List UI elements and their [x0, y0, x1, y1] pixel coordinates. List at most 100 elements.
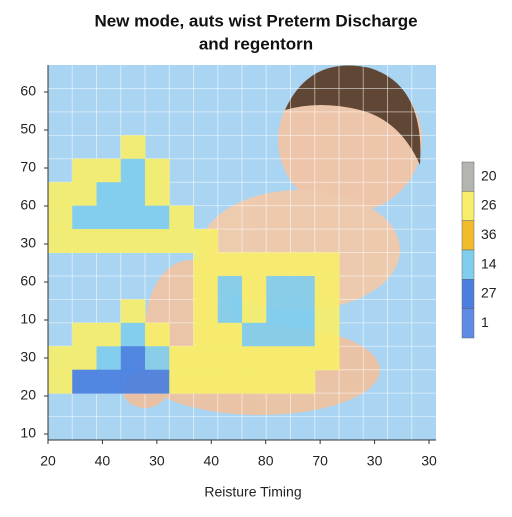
chart-title: New mode, auts wist Preterm Discharge	[94, 11, 417, 30]
x-tick-label: 40	[203, 453, 219, 469]
x-tick-label: 30	[149, 453, 165, 469]
heatmap-cell	[266, 299, 291, 324]
legend-label: 26	[481, 197, 497, 213]
legend-swatch	[461, 249, 475, 280]
legend-swatch	[461, 191, 475, 221]
heatmap-cell	[314, 252, 340, 277]
x-tick-label: 80	[258, 453, 274, 469]
heatmap-cell	[266, 252, 291, 277]
y-tick-label: 10	[20, 311, 36, 327]
heatmap-cell	[266, 369, 291, 394]
legend-label: 1	[481, 314, 489, 330]
heatmap-cell	[217, 322, 243, 347]
x-tick-label: 20	[40, 453, 56, 469]
heatmap-cell	[120, 158, 146, 183]
heatmap-cell	[96, 205, 122, 230]
heatmap-cell	[242, 346, 267, 371]
heatmap-cell	[120, 346, 146, 371]
heatmap-cell	[169, 346, 194, 371]
y-tick-label: 60	[20, 273, 36, 289]
heatmap-cell	[48, 182, 73, 207]
heatmap-cell	[242, 275, 267, 300]
heatmap-cell	[193, 275, 219, 300]
heatmap-cell	[242, 369, 267, 394]
heatmap-cell	[96, 229, 122, 253]
heatmap-cell	[145, 369, 170, 394]
heatmap-cell	[193, 346, 219, 371]
legend-swatch	[461, 220, 475, 251]
heatmap-cell	[314, 346, 340, 371]
y-tick-label: 60	[20, 197, 36, 213]
heatmap-cell	[145, 205, 170, 230]
heatmap-cell	[48, 205, 73, 230]
heatmap-cell	[169, 369, 194, 394]
heatmap-cell	[96, 158, 122, 183]
heatmap-cell	[96, 182, 122, 207]
heatmap-cell	[290, 252, 316, 277]
heatmap-cell	[290, 346, 316, 371]
heatmap-cell	[266, 346, 291, 371]
heatmap-cell	[193, 369, 219, 394]
heatmap-cell	[314, 322, 340, 347]
heatmap-cell	[72, 369, 97, 394]
legend-label: 14	[481, 255, 497, 271]
heatmap-cell	[48, 229, 73, 253]
y-tick-label: 70	[20, 159, 36, 175]
x-tick-label: 40	[95, 453, 111, 469]
heatmap-cell	[72, 322, 97, 347]
heatmap-cell	[169, 205, 194, 230]
heatmap-cell	[120, 322, 146, 347]
heatmap-cell	[217, 299, 243, 324]
heatmap-cell	[145, 158, 170, 183]
heatmap-cell	[120, 205, 146, 230]
y-tick-label: 10	[20, 425, 36, 441]
heatmap-cell	[72, 205, 97, 230]
heatmap-cell	[193, 252, 219, 277]
x-tick-label: 70	[312, 453, 328, 469]
heatmap-cell	[314, 299, 340, 324]
legend-swatch	[461, 161, 475, 192]
heatmap-cell	[120, 182, 146, 207]
heatmap-cell	[242, 322, 267, 347]
heatmap-cell	[242, 299, 267, 324]
heatmap-cell	[290, 299, 316, 324]
heatmap-cell	[96, 322, 122, 347]
legend-label: 36	[481, 226, 497, 242]
heatmap-cell	[193, 299, 219, 324]
legend-swatch	[461, 279, 475, 309]
heatmap-cell	[120, 135, 146, 160]
legend-label: 27	[481, 285, 497, 301]
y-tick-label: 30	[20, 235, 36, 251]
heatmap-cell	[217, 346, 243, 371]
heatmap-cell	[48, 346, 73, 371]
chart-title: and regentorn	[199, 34, 313, 53]
x-tick-label: 30	[367, 453, 383, 469]
heatmap-cell	[314, 275, 340, 300]
y-tick-label: 50	[20, 121, 36, 137]
heatmap-cell	[193, 322, 219, 347]
heatmap-cell	[290, 322, 316, 347]
y-tick-label: 30	[20, 349, 36, 365]
heatmap-cell	[120, 229, 146, 253]
heatmap-cell	[217, 275, 243, 300]
heatmap-cell	[48, 369, 73, 394]
heatmap-cell	[217, 369, 243, 394]
heatmap-cell	[266, 322, 291, 347]
heatmap-cell	[169, 229, 194, 253]
heatmap-cell	[72, 158, 97, 183]
heatmap-cell	[72, 346, 97, 371]
x-tick-label: 30	[421, 453, 437, 469]
heatmap-cell	[145, 346, 170, 371]
heatmap-cell	[72, 229, 97, 253]
heatmap-cell	[145, 229, 170, 253]
heatmap-cell	[290, 275, 316, 300]
y-tick-label: 60	[20, 83, 36, 99]
heatmap-cell	[120, 299, 146, 324]
heatmap-cell	[217, 252, 243, 277]
heatmap-cell	[242, 252, 267, 277]
heatmap-cell	[72, 182, 97, 207]
heatmap-cell	[145, 322, 170, 347]
legend-label: 20	[481, 167, 497, 183]
heatmap-cell	[96, 369, 122, 394]
